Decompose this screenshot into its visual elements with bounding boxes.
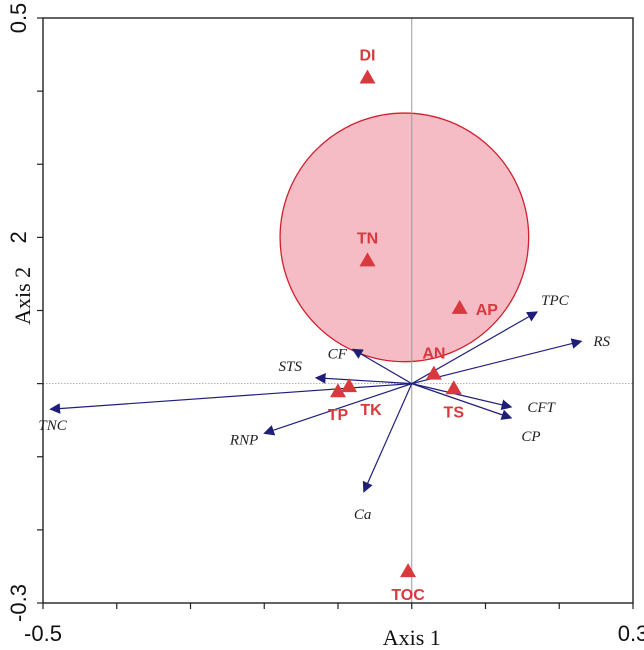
vector-label-cp: CP bbox=[521, 429, 540, 445]
vector-arrow-tnc bbox=[49, 383, 412, 414]
y-axis-ticks: 0.5 2 -0.3 bbox=[6, 3, 43, 622]
x-axis-ticks: -0.5 0.3 bbox=[24, 603, 644, 646]
vector-arrow-cf bbox=[351, 348, 413, 385]
site-label-ap: AP bbox=[476, 302, 499, 319]
x-axis-title: Axis 1 bbox=[383, 625, 441, 650]
vector-label-ca: Ca bbox=[354, 507, 372, 523]
vector-arrow-sts bbox=[314, 372, 412, 385]
vector-label-rs: RS bbox=[592, 334, 610, 350]
site-marker-tk bbox=[341, 378, 358, 393]
site-marker-di bbox=[359, 69, 376, 84]
y-axis-title: Axis 2 bbox=[10, 267, 35, 325]
site-marker-ap bbox=[451, 299, 468, 314]
vector-label-cf: CF bbox=[328, 346, 348, 362]
vector-arrow-ca bbox=[362, 383, 413, 493]
site-marker-tn bbox=[359, 252, 376, 267]
vector-arrow-cft bbox=[411, 383, 513, 411]
site-label-tp: TP bbox=[328, 407, 349, 424]
vector-label-tnc: TNC bbox=[38, 418, 67, 434]
site-label-an: AN bbox=[422, 346, 445, 363]
site-marker-ts bbox=[445, 380, 462, 395]
plot-area: TPC RS STS CF CFT CP TNC RNP Ca DI TN AP AN TS TP TK TO… bbox=[38, 18, 633, 604]
y-tick-label: 2 bbox=[6, 231, 31, 243]
site-marker-toc bbox=[400, 563, 417, 578]
site-label-tn: TN bbox=[357, 230, 378, 247]
site-label-tk: TK bbox=[360, 402, 382, 419]
x-tick-label: 0.3 bbox=[618, 621, 644, 646]
y-tick-label: -0.3 bbox=[6, 584, 31, 622]
site-label-di: DI bbox=[360, 48, 376, 65]
vector-label-tpc: TPC bbox=[541, 293, 570, 309]
site-marker-an bbox=[425, 365, 442, 380]
site-marker-tp bbox=[330, 383, 346, 398]
grouping-circle bbox=[279, 112, 530, 363]
x-tick-label: -0.5 bbox=[24, 621, 62, 646]
site-label-toc: TOC bbox=[391, 587, 425, 604]
circle-layer bbox=[279, 112, 530, 363]
site-label-ts: TS bbox=[444, 404, 465, 421]
vector-arrow-cp bbox=[411, 383, 513, 420]
y-tick-label: 0.5 bbox=[6, 3, 31, 34]
vector-label-cft: CFT bbox=[527, 400, 556, 416]
vector-label-rnp: RNP bbox=[229, 432, 258, 448]
vector-arrow-rnp bbox=[263, 383, 412, 436]
site-layer: DI TN AP AN TS TP TK TOC bbox=[328, 48, 498, 605]
vector-label-sts: STS bbox=[279, 359, 303, 375]
